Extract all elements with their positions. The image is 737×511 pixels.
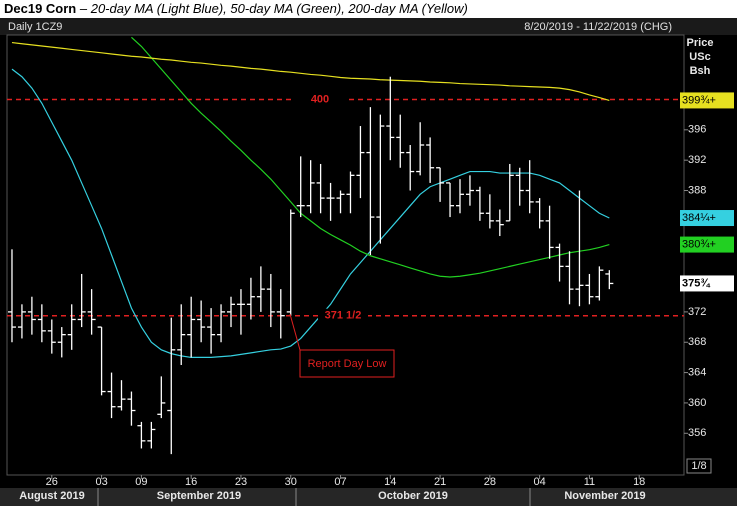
- annotation-box: [299, 349, 395, 378]
- annotation-pointer: [289, 313, 301, 351]
- plot-area: [7, 36, 684, 455]
- scale-label: 1/8: [691, 460, 706, 472]
- x-tick-label: 26: [46, 476, 58, 488]
- last-close-label: 375¾: [682, 277, 710, 289]
- y-tick-label: 364: [688, 366, 706, 378]
- y-axis-label: USc: [689, 51, 710, 63]
- moving-average-line: [131, 36, 610, 278]
- x-tick-label: 23: [235, 476, 247, 488]
- month-strip: [0, 488, 737, 506]
- scale-box: [686, 458, 712, 474]
- x-tick-label: 16: [185, 476, 197, 488]
- y-axis-label: Price: [687, 37, 714, 49]
- x-tick-label: 11: [584, 476, 595, 488]
- annotation-text: Report Day Low: [308, 358, 387, 370]
- chart-subtitle: – 20-day MA (Light Blue), 50-day MA (Gre…: [79, 1, 468, 16]
- y-axis-label: Bsh: [690, 65, 711, 77]
- chart-background: [0, 18, 737, 506]
- last-value-box: [680, 236, 734, 253]
- month-label: November 2019: [564, 490, 645, 502]
- last-value-label: 384¼+: [682, 212, 716, 224]
- chart-title-line: Dec19 Corn – 20-day MA (Light Blue), 50-…: [4, 1, 468, 16]
- x-tick-label: 09: [135, 476, 147, 488]
- y-tick-label: 396: [688, 124, 706, 136]
- x-tick-label: 04: [534, 476, 546, 488]
- last-value-label: 380¾+: [682, 238, 716, 250]
- last-value-box: [680, 210, 734, 227]
- x-tick-label: 03: [95, 476, 107, 488]
- y-tick-label: 388: [688, 184, 706, 196]
- x-tick-label: 21: [434, 476, 446, 488]
- last-value-box: [680, 92, 734, 109]
- header-strip: [0, 18, 737, 35]
- reference-label: 400: [311, 93, 329, 105]
- y-tick-label: 392: [688, 154, 706, 166]
- plot-frame: [6, 34, 685, 476]
- month-label: September 2019: [157, 490, 241, 502]
- y-tick-label: 372: [688, 306, 706, 318]
- month-label: August 2019: [19, 490, 84, 502]
- reference-label: 371 1/2: [325, 310, 362, 322]
- x-tick-label: 18: [633, 476, 645, 488]
- chart-title: Dec19 Corn: [4, 1, 76, 16]
- x-tick-label: 28: [484, 476, 496, 488]
- last-close-box: [680, 275, 734, 292]
- y-tick-label: 356: [688, 427, 706, 439]
- symbol-label: Daily 1CZ9: [8, 21, 62, 33]
- reference-label-bg: [295, 92, 345, 107]
- month-label: October 2019: [378, 490, 448, 502]
- range-label: 8/20/2019 - 11/22/2019 (CHG): [524, 21, 672, 33]
- moving-average-line: [11, 41, 610, 102]
- axes: Price USc Bsh 356 360 364 368 372 388 392 396 1/8 26…: [19, 37, 734, 506]
- x-tick-label: 14: [384, 476, 396, 488]
- x-tick-label: 07: [334, 476, 346, 488]
- y-tick-label: 360: [688, 397, 706, 409]
- y-tick-label: 368: [688, 336, 706, 348]
- reference-label-bg: [318, 308, 368, 323]
- x-tick-label: 30: [285, 476, 297, 488]
- last-value-label: 399¾+: [682, 94, 716, 106]
- title-bar: [0, 0, 737, 18]
